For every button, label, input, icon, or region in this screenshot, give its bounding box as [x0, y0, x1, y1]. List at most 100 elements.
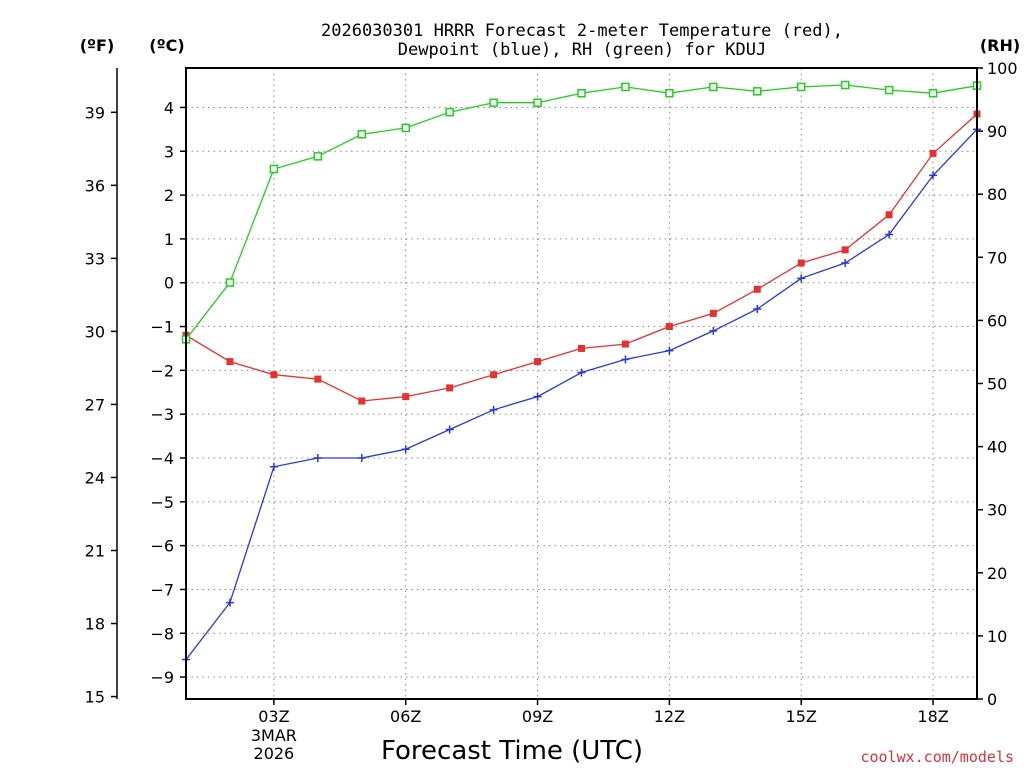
fahrenheit-tick-label: 24 — [85, 468, 105, 487]
x-tick-label: 09Z — [522, 707, 553, 726]
celsius-tick-label: −5 — [150, 493, 174, 512]
chart-title-line-1: 2026030301 HRRR Forecast 2-meter Tempera… — [321, 21, 843, 41]
dewpoint-point — [665, 346, 674, 355]
x-date-label: 2026 — [254, 744, 295, 763]
fahrenheit-tick-label: 21 — [85, 542, 105, 561]
temperature-point — [621, 340, 629, 348]
temperature-point — [885, 211, 893, 219]
rh-tick-label: 0 — [987, 690, 997, 709]
dewpoint-point — [753, 305, 762, 314]
fahrenheit-tick-label: 39 — [85, 103, 105, 122]
dewpoint-point — [313, 453, 322, 462]
chart-title-line-2: Dewpoint (blue), RH (green) for KDUJ — [398, 40, 766, 60]
x-tick-label: 12Z — [654, 707, 685, 726]
rh-tick-label: 40 — [987, 438, 1007, 457]
rh-tick-label: 70 — [987, 248, 1007, 267]
dewpoint-point — [621, 355, 630, 364]
plot-frame — [185, 67, 978, 700]
fahrenheit-tick-label: 15 — [85, 688, 105, 707]
temperature-point — [753, 285, 761, 293]
temperature-point — [226, 358, 234, 366]
axis-layer: 43210−1−2−3−4−5−6−7−8−939363330272421181… — [85, 59, 1018, 763]
rh-tick-label: 30 — [987, 501, 1007, 520]
credit-text: coolwx.com/models — [860, 748, 1014, 766]
temperature-point — [709, 309, 717, 317]
rh-point — [709, 82, 718, 92]
rh-tick-label: 100 — [987, 59, 1018, 78]
rh-tick-label: 10 — [987, 627, 1007, 646]
celsius-tick-label: −2 — [150, 361, 174, 380]
celsius-tick-label: 3 — [164, 142, 174, 161]
dewpoint-point — [929, 171, 938, 180]
rh-point — [445, 107, 454, 117]
celsius-tick-label: −3 — [150, 405, 174, 424]
temperature-point — [358, 397, 366, 405]
rh-point — [665, 88, 674, 98]
rh-point — [884, 85, 894, 95]
rh-tick-label: 50 — [987, 375, 1007, 394]
rh-point — [357, 130, 367, 139]
temperature-point — [314, 375, 322, 383]
rh-point — [401, 123, 410, 133]
fahrenheit-tick-label: 30 — [85, 322, 105, 341]
rh-point — [796, 82, 806, 92]
dewpoint-point — [841, 258, 850, 267]
celsius-tick-label: 0 — [164, 274, 174, 293]
dewpoint-point — [489, 405, 498, 414]
rh-tick-label: 80 — [987, 185, 1007, 204]
temperature-point — [841, 246, 849, 254]
temperature-point — [402, 393, 410, 401]
rh-unit-label: (RH) — [980, 36, 1020, 55]
fahrenheit-tick-label: 33 — [85, 249, 105, 268]
dewpoint-point — [533, 392, 542, 401]
x-tick-label: 18Z — [917, 707, 948, 726]
rh-tick-label: 90 — [987, 122, 1007, 141]
temperature-point — [929, 149, 937, 157]
x-date-label: 3MAR — [251, 726, 297, 745]
celsius-unit-label: (ºC) — [149, 36, 184, 55]
celsius-tick-label: −8 — [150, 624, 174, 643]
celsius-tick-label: −6 — [150, 537, 174, 556]
temperature-point — [446, 384, 454, 392]
dewpoint-point — [885, 230, 894, 239]
celsius-tick-label: −1 — [150, 318, 174, 337]
temperature-point — [797, 259, 805, 267]
celsius-tick-label: 4 — [164, 98, 174, 117]
rh-point — [840, 80, 850, 90]
fahrenheit-unit-label: (ºF) — [80, 36, 115, 55]
dewpoint-point — [357, 453, 366, 462]
dewpoint-point — [709, 326, 718, 335]
rh-tick-label: 20 — [987, 564, 1007, 583]
temperature-point — [578, 344, 585, 352]
rh-point — [489, 98, 498, 107]
celsius-tick-label: −7 — [150, 580, 174, 599]
fahrenheit-tick-label: 27 — [85, 395, 105, 414]
rh-point — [269, 164, 279, 174]
rh-point — [313, 152, 323, 161]
fahrenheit-tick-label: 18 — [85, 615, 105, 634]
x-tick-label: 06Z — [390, 707, 421, 726]
temperature-series-line — [185, 113, 978, 402]
series-layer — [181, 80, 982, 664]
temperature-point — [665, 323, 673, 331]
x-tick-label: 03Z — [258, 707, 289, 726]
fahrenheit-tick-label: 36 — [85, 176, 105, 195]
dewpoint-point — [577, 368, 586, 377]
celsius-tick-label: 1 — [164, 230, 174, 249]
rh-point — [753, 87, 762, 96]
dewpoint-point — [225, 598, 234, 607]
rh-tick-label: 60 — [987, 311, 1007, 330]
celsius-tick-label: −4 — [150, 449, 174, 468]
rh-point — [533, 98, 542, 107]
rh-point — [577, 88, 586, 98]
rh-point — [928, 88, 938, 98]
dewpoint-point — [401, 445, 410, 454]
rh-point — [225, 278, 235, 287]
dewpoint-point — [445, 425, 454, 434]
temperature-point — [490, 371, 498, 379]
x-axis-title: Forecast Time (UTC) — [381, 736, 643, 766]
celsius-tick-label: 2 — [164, 186, 174, 205]
grid-layer — [186, 68, 977, 699]
